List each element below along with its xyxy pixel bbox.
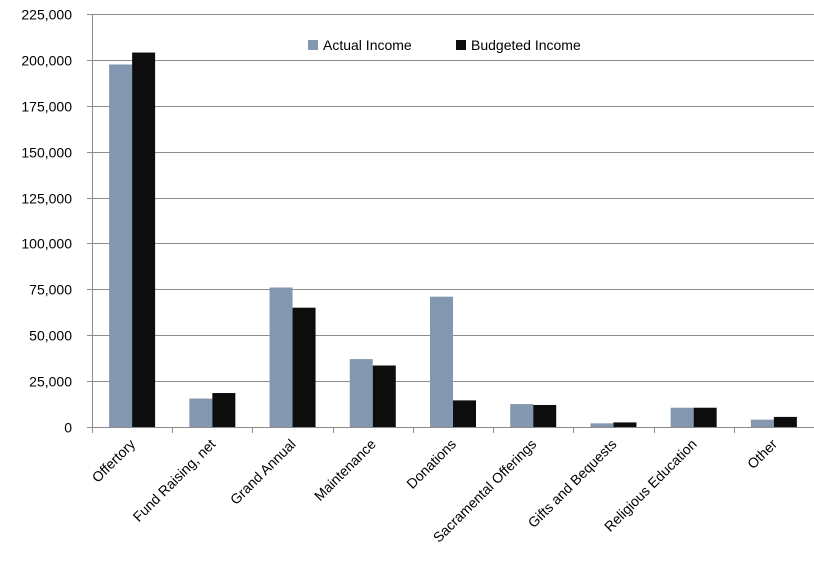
y-tick-label: 50,000 [29, 328, 72, 344]
bar-actual [109, 64, 133, 427]
bar-budgeted [533, 404, 557, 427]
bar-budgeted [292, 307, 316, 427]
bars [109, 52, 797, 428]
y-tick-label: 75,000 [29, 282, 72, 298]
x-tick-label: Maintenance [311, 436, 379, 504]
legend-swatch [308, 40, 318, 50]
x-tick-label: Donations [403, 436, 459, 492]
legend-label: Budgeted Income [471, 37, 581, 53]
y-tick-label: 150,000 [21, 145, 72, 161]
bar-actual [349, 359, 373, 427]
bar-actual [269, 287, 293, 427]
bar-actual [590, 423, 614, 427]
bar-budgeted [453, 400, 476, 427]
bar-budgeted [212, 393, 236, 427]
legend-swatch [456, 40, 466, 50]
bar-actual [430, 296, 453, 427]
legend-label: Actual Income [323, 37, 412, 53]
x-tick-label: Gifts and Bequests [525, 436, 620, 531]
bar-budgeted [693, 407, 717, 427]
y-tick-label: 25,000 [29, 374, 72, 390]
x-tick-label: Grand Annual [227, 436, 299, 508]
gridlines [92, 14, 814, 382]
bar-actual [510, 404, 534, 427]
bar-actual [189, 398, 213, 427]
x-tick-label: Offertory [89, 436, 139, 486]
y-tick-label: 225,000 [21, 7, 72, 23]
y-tick-label: 200,000 [21, 53, 72, 69]
y-tick-label: 125,000 [21, 191, 72, 207]
bar-actual [750, 419, 774, 427]
y-tick-label: 175,000 [21, 99, 72, 115]
bar-budgeted [372, 365, 396, 427]
bar-budgeted [773, 416, 797, 427]
bar-budgeted [613, 422, 637, 427]
x-tick-label: Fund Raising, net [130, 436, 219, 525]
y-tick-labels: 0 25,000 50,000 75,000 100,000 125,000 150,000… [21, 7, 72, 436]
x-tick-label: Other [744, 436, 780, 472]
bar-actual [670, 407, 694, 427]
axes [87, 14, 814, 433]
bar-budgeted [132, 52, 156, 428]
legend: Actual Income Budgeted Income [308, 37, 581, 53]
y-tick-label: 0 [64, 420, 72, 436]
y-tick-label: 100,000 [21, 236, 72, 252]
